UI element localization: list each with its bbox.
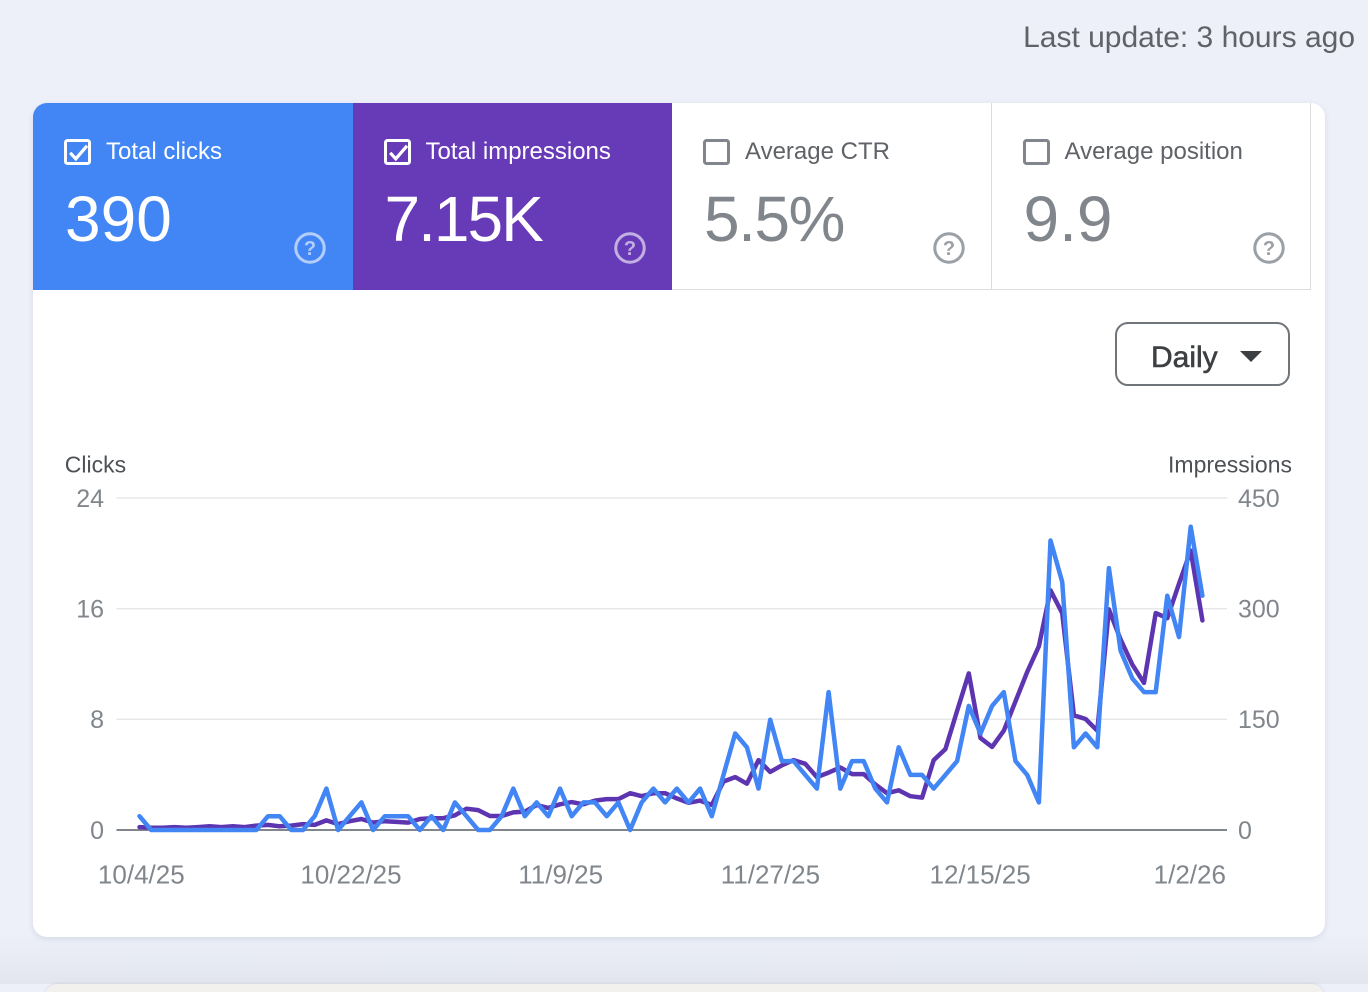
svg-text:300: 300 (1238, 596, 1280, 624)
svg-text:450: 450 (1238, 485, 1280, 513)
svg-text:Impressions: Impressions (1168, 451, 1292, 477)
svg-text:?: ? (943, 238, 955, 260)
svg-text:0: 0 (90, 817, 104, 845)
svg-text:150: 150 (1238, 706, 1280, 734)
svg-text:1/2/26: 1/2/26 (1154, 860, 1226, 890)
svg-text:Clicks: Clicks (65, 451, 126, 477)
svg-text:11/27/25: 11/27/25 (721, 860, 820, 890)
svg-text:16: 16 (76, 596, 104, 624)
svg-text:10/4/25: 10/4/25 (98, 860, 185, 890)
svg-text:?: ? (1262, 238, 1274, 260)
svg-text:?: ? (623, 238, 635, 260)
svg-text:11/9/25: 11/9/25 (518, 860, 603, 890)
svg-text:12/15/25: 12/15/25 (929, 860, 1030, 890)
svg-text:24: 24 (76, 485, 104, 513)
svg-text:?: ? (304, 238, 316, 260)
svg-text:8: 8 (90, 706, 104, 734)
svg-text:0: 0 (1238, 817, 1252, 845)
svg-text:10/22/25: 10/22/25 (300, 860, 401, 890)
